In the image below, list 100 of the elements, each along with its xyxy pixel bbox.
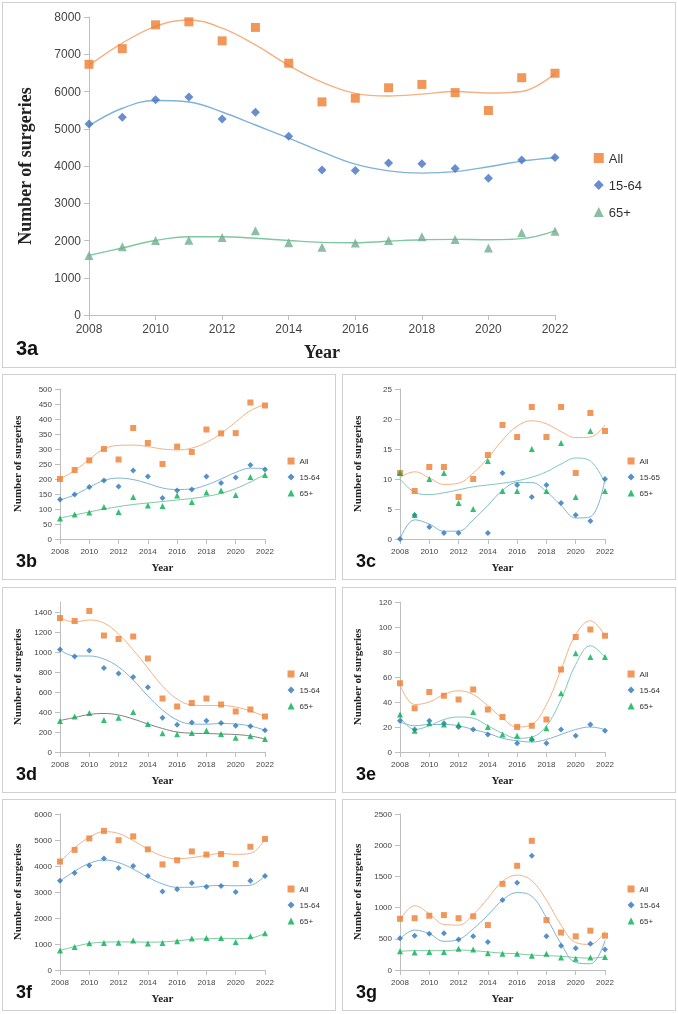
x-tick-label: 2020 bbox=[226, 546, 246, 556]
y-tick-label: 1000 bbox=[54, 270, 82, 285]
x-tick-label: 2016 bbox=[168, 759, 187, 769]
y-tick-label: 20 bbox=[383, 414, 393, 424]
x-axis-title: Year bbox=[151, 991, 174, 1004]
y-axis-title: Number of surgeries bbox=[10, 843, 23, 941]
y-tick-label: 10 bbox=[383, 474, 393, 484]
y-tick-label: 600 bbox=[38, 687, 53, 697]
x-tick-label: 2012 bbox=[109, 759, 129, 769]
x-tick-label: 2020 bbox=[566, 759, 586, 769]
y-tick-label: 300 bbox=[38, 444, 53, 454]
y-tick-label: 5000 bbox=[54, 121, 82, 136]
y-tick-label: 6000 bbox=[34, 809, 53, 819]
y-tick-label: 0 bbox=[387, 965, 393, 975]
y-tick-label: 1200 bbox=[34, 627, 53, 637]
y-tick-label: 800 bbox=[38, 667, 53, 677]
y-tick-label: 0 bbox=[47, 965, 53, 975]
y-tick-label: 0 bbox=[387, 534, 393, 544]
x-tick-label: 2008 bbox=[391, 759, 410, 769]
x-tick-label: 2010 bbox=[80, 977, 99, 987]
x-tick-label: 2018 bbox=[197, 977, 216, 987]
y-tick-label: 500 bbox=[38, 384, 53, 394]
x-tick-label: 2022 bbox=[256, 977, 275, 987]
y-tick-label: 200 bbox=[38, 474, 53, 484]
y-axis-title: Number of surgeries bbox=[15, 87, 35, 245]
legend-label: 15-64 bbox=[299, 685, 321, 695]
legend-label: 65+ bbox=[639, 488, 654, 498]
x-tick-label: 2010 bbox=[420, 977, 439, 987]
y-tick-label: 20 bbox=[383, 722, 393, 732]
y-tick-label: 0 bbox=[47, 534, 53, 544]
x-tick-label: 2022 bbox=[541, 322, 569, 336]
x-tick-label: 2018 bbox=[537, 977, 556, 987]
y-tick-label: 2000 bbox=[34, 913, 53, 923]
text: 3a bbox=[16, 337, 40, 359]
y-tick-label: 80 bbox=[383, 647, 393, 657]
y-axis-title: Number of surgeries bbox=[350, 843, 363, 941]
y-tick-label: 3000 bbox=[34, 887, 53, 897]
x-tick-label: 2014 bbox=[478, 546, 498, 556]
x-tick-label: 2008 bbox=[391, 977, 410, 987]
x-tick-label: 2016 bbox=[508, 546, 527, 556]
legend-label: 15-64 bbox=[299, 900, 321, 910]
text: 3c bbox=[356, 551, 377, 571]
x-tick-label: 2018 bbox=[197, 759, 216, 769]
x-tick-label: 2014 bbox=[478, 759, 498, 769]
x-axis-title: Year bbox=[151, 773, 174, 786]
y-tick-label: 6000 bbox=[54, 84, 82, 99]
y-tick-label: 350 bbox=[38, 429, 53, 439]
x-tick-label: 2012 bbox=[449, 977, 469, 987]
y-tick-label: 15 bbox=[383, 444, 393, 454]
y-axis-title: Number of surgeries bbox=[10, 628, 23, 726]
x-tick-label: 2014 bbox=[138, 977, 158, 987]
x-tick-label: 2012 bbox=[208, 322, 236, 336]
x-tick-label: 2010 bbox=[80, 759, 99, 769]
legend-label: All bbox=[299, 669, 309, 679]
y-tick-label: 100 bbox=[378, 622, 393, 632]
x-tick-label: 2016 bbox=[508, 977, 527, 987]
legend-label: 15-64 bbox=[299, 472, 321, 482]
legend-label: All bbox=[608, 150, 624, 166]
x-tick-label: 2016 bbox=[508, 759, 527, 769]
y-tick-label: 1500 bbox=[374, 871, 393, 881]
legend-label: 15-64 bbox=[639, 685, 661, 695]
x-tick-label: 2012 bbox=[109, 546, 129, 556]
y-tick-label: 0 bbox=[74, 308, 82, 322]
x-tick-label: 2022 bbox=[256, 546, 275, 556]
text: 3f bbox=[16, 982, 34, 1002]
y-axis-title: Number of surgeries bbox=[350, 628, 363, 726]
legend-label: All bbox=[299, 456, 309, 466]
y-tick-label: 25 bbox=[383, 384, 393, 394]
x-tick-label: 2020 bbox=[226, 977, 246, 987]
legend-label: 65+ bbox=[639, 916, 654, 926]
legend-label: All bbox=[639, 456, 649, 466]
y-tick-label: 450 bbox=[38, 399, 53, 409]
y-tick-label: 1000 bbox=[34, 647, 53, 657]
y-tick-label: 200 bbox=[38, 727, 53, 737]
x-axis-title: Year bbox=[491, 991, 514, 1004]
legend-label: All bbox=[639, 669, 649, 679]
x-tick-label: 2020 bbox=[475, 322, 503, 336]
x-axis-title: Year bbox=[491, 773, 514, 786]
y-tick-label: 250 bbox=[38, 459, 53, 469]
y-tick-label: 400 bbox=[38, 414, 53, 424]
y-tick-label: 150 bbox=[38, 489, 53, 499]
x-tick-label: 2022 bbox=[256, 759, 275, 769]
y-tick-label: 8000 bbox=[54, 10, 82, 24]
x-axis-title: Year bbox=[151, 560, 174, 573]
y-tick-label: 3000 bbox=[54, 196, 82, 211]
x-tick-label: 2010 bbox=[420, 546, 439, 556]
x-tick-label: 2016 bbox=[168, 977, 187, 987]
y-tick-label: 2000 bbox=[374, 840, 393, 850]
legend-label: 65+ bbox=[299, 701, 314, 711]
x-tick-label: 2014 bbox=[138, 759, 158, 769]
x-tick-label: 2018 bbox=[537, 759, 556, 769]
x-tick-label: 2012 bbox=[109, 977, 129, 987]
y-axis-title: Number of surgeries bbox=[350, 415, 363, 513]
text: 3g bbox=[356, 982, 378, 1002]
x-tick-label: 2010 bbox=[142, 322, 170, 336]
y-tick-label: 120 bbox=[378, 597, 393, 607]
legend-label: All bbox=[639, 884, 649, 894]
x-tick-label: 2014 bbox=[478, 977, 498, 987]
x-tick-label: 2020 bbox=[566, 546, 586, 556]
y-tick-label: 1000 bbox=[34, 939, 53, 949]
